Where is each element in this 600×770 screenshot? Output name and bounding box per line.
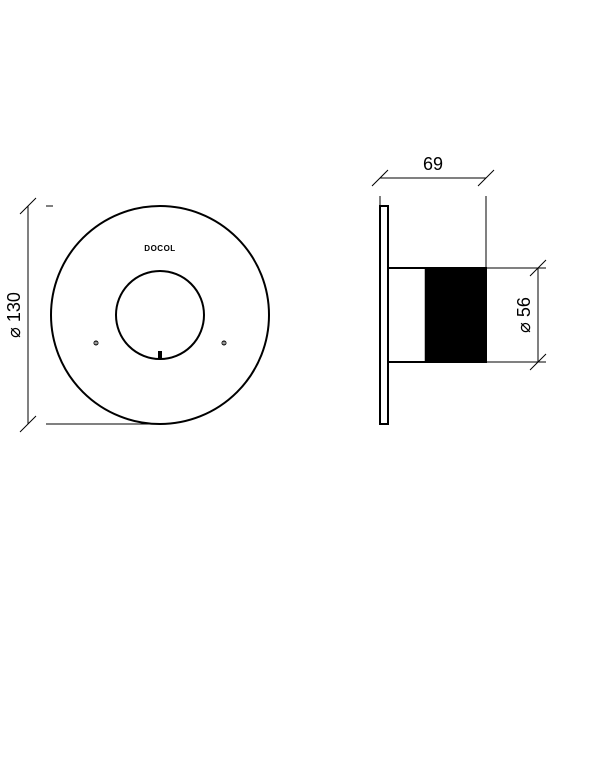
brand-label: DOCOL bbox=[144, 244, 175, 253]
front-inner-circle bbox=[116, 271, 204, 359]
dim-label-69: 69 bbox=[423, 154, 443, 174]
dim-label-56: ⌀ 56 bbox=[514, 297, 534, 333]
notch bbox=[158, 351, 162, 359]
side-plate bbox=[380, 206, 388, 424]
side-hatched-section bbox=[425, 269, 485, 361]
dim-label-130: ⌀ 130 bbox=[4, 292, 24, 338]
front-outer-circle bbox=[51, 206, 269, 424]
